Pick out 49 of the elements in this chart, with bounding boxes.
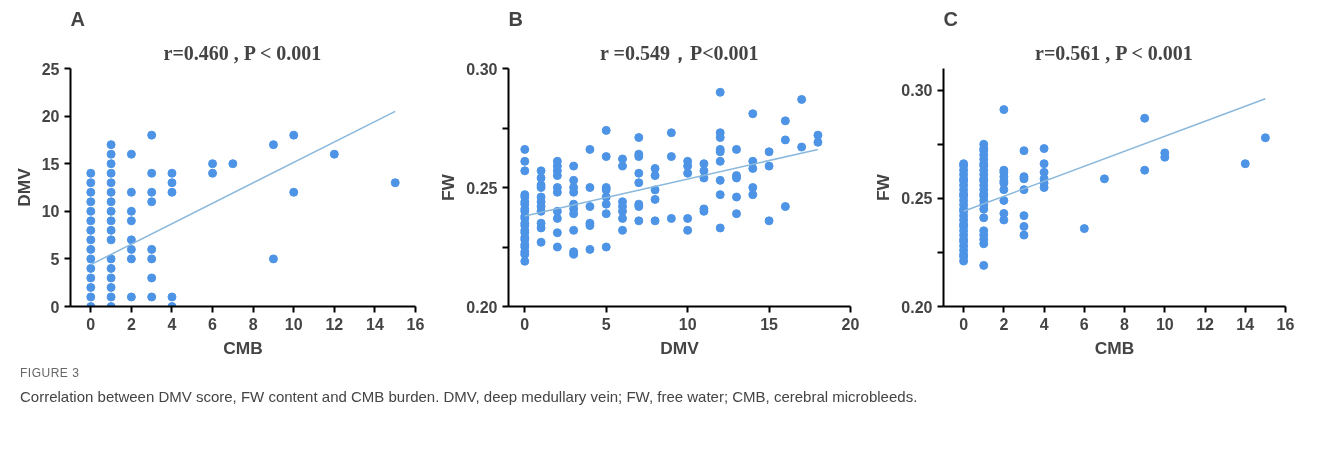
x-tick-label: 6	[208, 315, 218, 333]
chart-title: r=0.561 , P < 0.001	[1035, 41, 1193, 64]
y-tick-label: 0.25	[901, 190, 933, 208]
x-tick-label: 10	[678, 315, 697, 333]
text: C	[943, 7, 958, 30]
x-tick-label: 4	[1039, 315, 1049, 333]
y-tick-label: 20	[41, 108, 60, 126]
x-tick-label: 2	[126, 315, 136, 333]
y-tick-label: 0.30	[466, 60, 498, 78]
x-tick-label: 0	[86, 315, 96, 333]
caption: FIGURE 3	[20, 365, 81, 382]
x-tick-label: 2	[999, 315, 1009, 333]
x-tick-label: 12	[1196, 315, 1215, 333]
y-tick-label: 5	[50, 250, 60, 268]
x-tick-label: 16	[1276, 315, 1295, 333]
x-axis-title: CMB	[1094, 337, 1135, 358]
x-tick-label: 10	[284, 315, 303, 333]
x-tick-label: 20	[841, 315, 860, 333]
y-tick-label: 15	[41, 155, 60, 173]
y-tick-label: 0.30	[901, 82, 933, 100]
text: A	[70, 7, 85, 30]
x-tick-label: 8	[248, 315, 258, 333]
x-tick-label: 16	[406, 315, 425, 333]
y-tick-label: 0.20	[466, 298, 498, 316]
y-tick-label: 0.20	[901, 298, 933, 316]
x-tick-label: 15	[760, 315, 779, 333]
chart-title: r =0.549，P<0.001	[600, 41, 759, 64]
x-tick-label: 0	[520, 315, 530, 333]
text: Correlation between DMV score, FW content and CMB burden. DMV, deep medullary vein; FW, free water; CMB, cerebral microbleeds.	[20, 387, 918, 408]
x-tick-label: 12	[325, 315, 344, 333]
x-tick-label: 8	[1120, 315, 1130, 333]
x-tick-label: 14	[366, 315, 384, 333]
y-tick-label: 0	[50, 298, 60, 316]
y-axis-title: FW	[438, 173, 459, 201]
y-tick-label: 0.25	[466, 179, 498, 197]
text: B	[508, 7, 523, 30]
y-tick-label: 10	[41, 203, 60, 221]
x-tick-label: 5	[601, 315, 611, 333]
x-axis-title: DMV	[660, 337, 700, 358]
y-axis-title: DMV	[13, 167, 34, 207]
x-tick-label: 0	[959, 315, 969, 333]
x-tick-label: 10	[1155, 315, 1174, 333]
x-tick-label: 14	[1236, 315, 1255, 333]
y-tick-label: 25	[41, 60, 60, 78]
x-axis-title: CMB	[223, 337, 263, 358]
y-axis-title: FW	[873, 173, 894, 201]
x-tick-label: 6	[1079, 315, 1089, 333]
x-tick-label: 4	[167, 315, 177, 333]
chart-title: r=0.460 , P < 0.001	[163, 41, 322, 64]
